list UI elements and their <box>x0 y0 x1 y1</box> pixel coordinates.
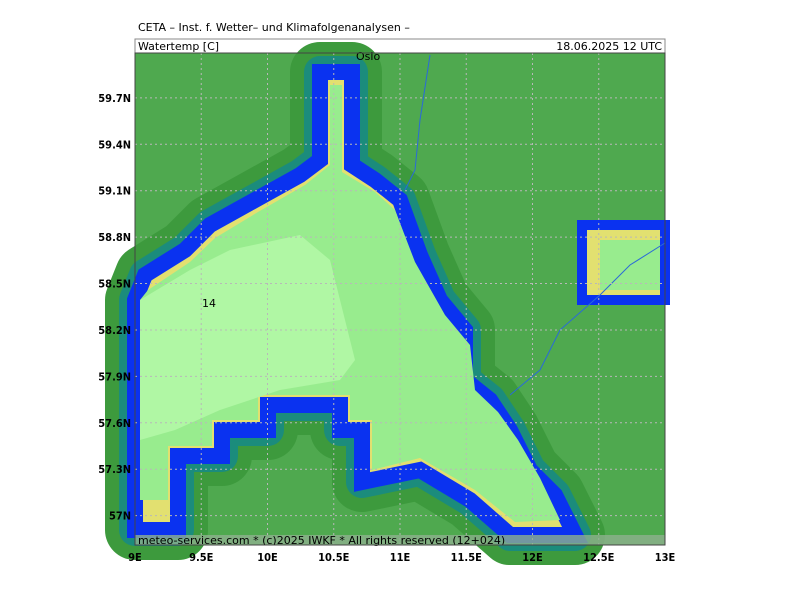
variable: Watertemp [C] <box>138 40 219 53</box>
sea-warm <box>140 85 560 522</box>
lon-tick-label: 10E <box>257 551 278 564</box>
valid-time: 18.06.2025 12 UTC <box>556 40 662 53</box>
lon-tick-label: 13E <box>655 551 676 564</box>
title: CETA – Inst. f. Wetter– und Klimafolgena… <box>138 21 410 34</box>
footer: meteo-services.com * (c)2025 IWKF * All … <box>138 534 505 547</box>
lon-tick-label: 9E <box>128 551 142 564</box>
lon-tick-label: 11.5E <box>451 551 482 564</box>
city-label: Oslo <box>356 50 380 63</box>
lon-tick-label: 10.5E <box>318 551 349 564</box>
lon-tick-label: 12E <box>522 551 543 564</box>
lat-tick-label: 58.2N <box>98 324 131 337</box>
lat-tick-label: 57.3N <box>98 463 131 476</box>
lat-tick-label: 58.5N <box>98 278 131 291</box>
graticule <box>134 53 666 545</box>
river <box>404 54 666 396</box>
footer-band <box>135 535 665 545</box>
contour-label: 14 <box>202 297 216 310</box>
lat-tick-label: 57N <box>109 510 131 523</box>
lat-tick-label: 59.7N <box>98 92 131 105</box>
lat-tick-label: 59.1N <box>98 185 131 198</box>
lon-tick-label: 12.5E <box>583 551 614 564</box>
sea-cool <box>140 235 355 440</box>
lat-tick-label: 59.4N <box>98 138 131 151</box>
lon-tick-label: 9.5E <box>189 551 214 564</box>
lat-tick-label: 57.6N <box>98 417 131 430</box>
lat-tick-label: 58.8N <box>98 231 131 244</box>
lat-tick-label: 57.9N <box>98 370 131 383</box>
frame <box>134 52 666 546</box>
lon-tick-label: 11E <box>390 551 411 564</box>
